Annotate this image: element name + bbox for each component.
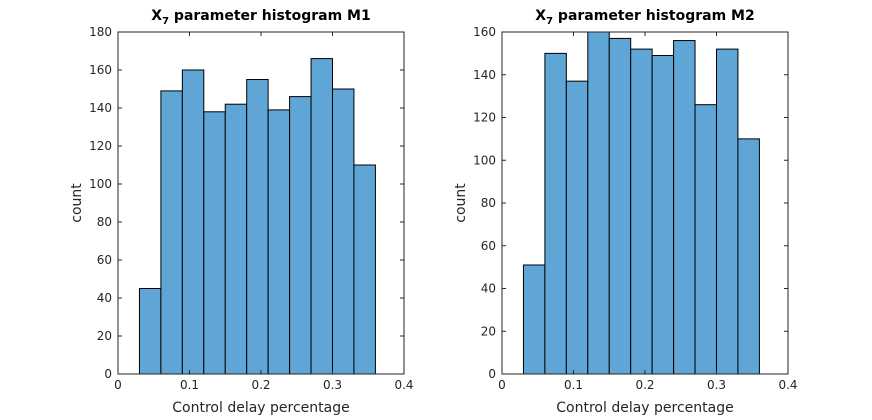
histogram-m1-ytick-label: 160 — [89, 63, 112, 77]
histogram-m2-xtick-label: 0.3 — [707, 378, 726, 392]
histogram-m2-ytick-label: 160 — [473, 25, 496, 39]
histogram-m2-bar — [737, 138, 760, 375]
histogram-m2-xtick-label: 0 — [498, 378, 506, 392]
histogram-m1-bars — [138, 58, 376, 375]
histogram-m2-ytick-label: 40 — [481, 282, 496, 296]
histogram-m1-ytick-label: 100 — [89, 177, 112, 191]
histogram-m2-bar — [716, 48, 739, 375]
histogram-m2-bar — [587, 31, 610, 375]
histogram-m1-title: X7 parameter histogram M1 — [151, 8, 370, 27]
histogram-m2-xlabel: Control delay percentage — [556, 400, 733, 416]
histogram-m1-ylabel: count — [69, 183, 85, 223]
histogram-m1-bar — [310, 58, 333, 375]
histogram-m1-ytick-label: 0 — [104, 367, 112, 381]
histogram-m2-bar — [608, 37, 632, 375]
histogram-m2-ytick-label: 80 — [481, 196, 496, 210]
histogram-m1-bar — [246, 79, 269, 375]
histogram-m1-bar — [138, 288, 162, 375]
histogram-m1-ticks: 0 0.1 0.2 0.3 0.4 0 20 40 60 80 100 120 140 160 180 — [89, 25, 413, 392]
histogram-m1-bar — [224, 103, 248, 375]
histogram-m2-title: X7 parameter histogram M2 — [535, 8, 754, 27]
histogram-m1-xtick-label: 0.4 — [394, 378, 413, 392]
histogram-m1-bar — [181, 69, 205, 375]
histogram-m2-bar — [673, 40, 696, 375]
histogram-m1-bar — [353, 164, 376, 375]
histogram-m1-ytick-label: 40 — [97, 291, 112, 305]
histogram-m2-bar — [544, 52, 567, 375]
histogram-m1-bar — [332, 88, 355, 375]
histogram-m2-bar — [565, 80, 589, 375]
histogram-m2-bar — [630, 48, 653, 375]
histogram-m2-bar — [522, 264, 546, 375]
histogram-m1-ytick-label: 120 — [89, 139, 112, 153]
histogram-m1-panel: X7 parameter histogram M1 0 0.1 0.2 0.3 0.40… — [69, 8, 414, 416]
histogram-m2-ytick-label: 140 — [473, 68, 496, 82]
histogram-m1-xtick-label: 0.1 — [180, 378, 199, 392]
histogram-m1-bar — [267, 109, 291, 375]
histogram-m2-ytick-label: 100 — [473, 153, 496, 167]
histogram-m1-ytick-label: 60 — [97, 253, 112, 267]
histogram-m1-xtick-label: 0.3 — [323, 378, 342, 392]
histogram-m2-bar — [694, 104, 717, 375]
histogram-m2-bar — [651, 55, 675, 375]
histogram-m2-xtick-label: 0.2 — [635, 378, 654, 392]
histogram-m2-ytick-label: 20 — [481, 324, 496, 338]
histogram-m1-xtick-label: 0.2 — [251, 378, 270, 392]
histogram-m1-bar — [203, 111, 226, 375]
histogram-m1-ytick-label: 180 — [89, 25, 112, 39]
histogram-m2-ticks: 0 0.1 0.2 0.3 0.4 0 20 40 60 80 100 120 140 160 — [473, 25, 797, 392]
histogram-m1-xtick-label: 0 — [114, 378, 122, 392]
histogram-m1-bar — [160, 90, 183, 375]
histogram-m2-ylabel: count — [453, 183, 469, 223]
histogram-m2-ytick-label: 120 — [473, 111, 496, 125]
histogram-m1-ytick-label: 140 — [89, 101, 112, 115]
histogram-m2-xtick-label: 0.4 — [778, 378, 797, 392]
histogram-m2-panel: X7 parameter histogram M2 0 0.1 0.2 0.3 0.40… — [453, 8, 798, 416]
histogram-m2-ytick-label: 60 — [481, 239, 496, 253]
histogram-m1-ytick-label: 80 — [97, 215, 112, 229]
histogram-m1-bar — [289, 96, 312, 375]
histogram-m1-ytick-label: 20 — [97, 329, 112, 343]
histogram-m2-bars — [522, 31, 760, 375]
histogram-m2-ytick-label: 0 — [488, 367, 496, 381]
histogram-m2-xtick-label: 0.1 — [564, 378, 583, 392]
histogram-m1-xlabel: Control delay percentage — [172, 400, 349, 416]
